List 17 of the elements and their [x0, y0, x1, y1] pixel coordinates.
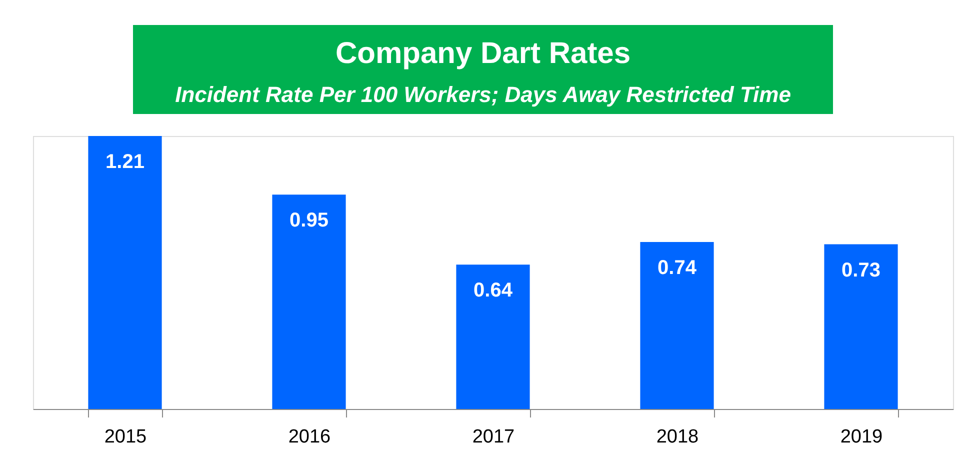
x-tick-label: 2015 [104, 426, 147, 448]
chart-title: Company Dart Rates [335, 37, 631, 70]
data-label: 0.95 [290, 210, 328, 232]
bar [456, 264, 530, 409]
bar [824, 244, 898, 409]
data-label: 0.74 [658, 257, 698, 280]
x-tick-label: 2018 [656, 426, 699, 448]
data-label: 1.21 [106, 151, 144, 173]
data-label: 0.64 [474, 280, 514, 302]
x-tick-label: 2016 [288, 426, 331, 448]
chart-subtitle: Incident Rate Per 100 Workers; Days Away Restricted Time [175, 82, 791, 107]
x-tick-label: 2019 [840, 426, 883, 448]
data-label: 0.73 [842, 259, 880, 282]
x-tick-label: 2017 [472, 426, 515, 448]
bar [88, 136, 162, 409]
bar [272, 194, 346, 409]
bar [640, 242, 714, 409]
